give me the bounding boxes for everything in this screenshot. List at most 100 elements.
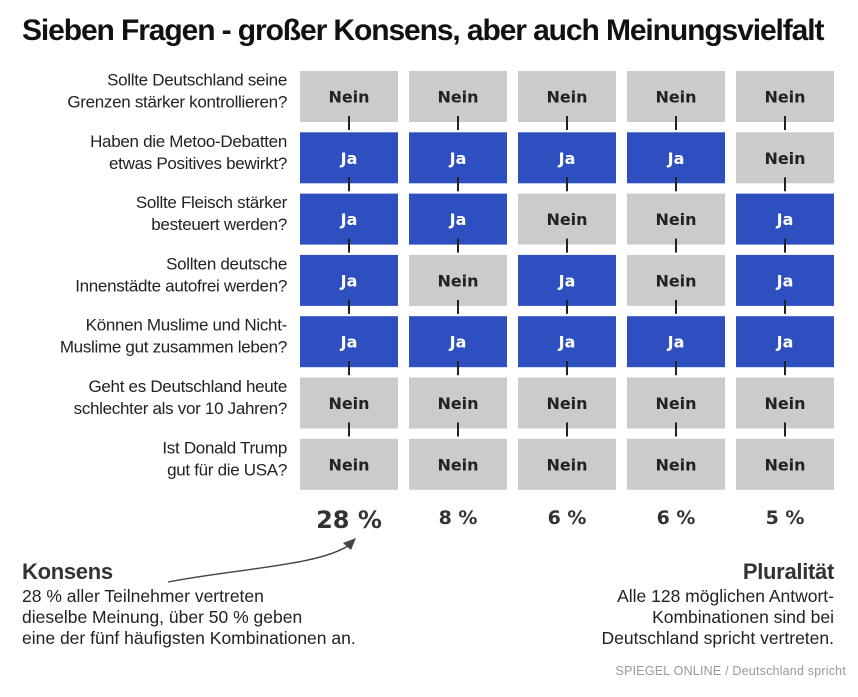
answer-label: Nein <box>655 394 696 413</box>
answer-label: Nein <box>764 455 805 474</box>
question-label: Haben die Metoo-Debatten etwas Positives … <box>90 132 287 173</box>
answer-cell-ja <box>409 316 507 368</box>
answer-label: Nein <box>655 210 696 229</box>
answer-label: Ja <box>776 333 794 352</box>
answer-cell-nein <box>300 71 398 122</box>
answer-cell-nein <box>736 71 834 122</box>
question-label-line: Können Muslime und Nicht- <box>86 316 287 335</box>
answer-cell-ja <box>736 193 834 245</box>
answer-label: Nein <box>764 149 805 168</box>
chart-title: Sieben Fragen - großer Konsens, aber auc… <box>22 14 824 47</box>
question-label: Geht es Deutschland heute schlechter als … <box>74 377 288 418</box>
answer-label: Nein <box>546 88 587 107</box>
answer-cell-ja <box>300 193 398 245</box>
answer-cell-nein <box>518 193 616 245</box>
plurality-text-line: Kombinationen sind bei <box>652 607 834 627</box>
answer-cell-ja <box>300 316 398 368</box>
question-label-line: Grenzen stärker kontrollieren? <box>67 93 287 112</box>
answer-cell-nein <box>409 254 507 306</box>
combination-share: 28 % <box>316 506 382 534</box>
consensus-arrow-line <box>167 543 352 583</box>
answer-label: Ja <box>340 333 358 352</box>
answer-cell-ja <box>736 254 834 306</box>
answer-label: Nein <box>546 455 587 474</box>
combination-share: 6 % <box>657 507 696 529</box>
answer-label: Ja <box>776 271 794 290</box>
question-label-line: Muslime gut zusammen leben? <box>60 338 287 357</box>
answer-label: Ja <box>558 271 576 290</box>
answer-cell-nein <box>409 71 507 122</box>
answer-cell-ja <box>627 316 725 368</box>
plurality-text-line: Alle 128 möglichen Antwort- <box>617 586 834 606</box>
answer-cell-nein <box>627 254 725 306</box>
consensus-text-line: eine der fünf häufigsten Kombinationen a… <box>22 628 356 648</box>
consensus-text: 28 % aller Teilnehmer vertreten dieselbe… <box>22 586 452 649</box>
answer-label: Nein <box>655 88 696 107</box>
answer-label: Nein <box>328 455 369 474</box>
answer-cell-nein <box>300 377 398 429</box>
answer-label: Nein <box>437 394 478 413</box>
combination-share: 6 % <box>548 507 587 529</box>
question-label: Sollten deutsche Innenstädte autofrei wer… <box>75 254 287 295</box>
question-label: Können Muslime und Nicht- Muslime gut zus… <box>60 316 287 357</box>
plurality-heading: Pluralität <box>742 559 834 584</box>
answer-label: Ja <box>449 333 467 352</box>
source-credit: SPIEGEL ONLINE / Deutschland spricht <box>615 664 846 678</box>
answer-label: Ja <box>558 149 576 168</box>
answer-label: Nein <box>437 455 478 474</box>
question-label-line: schlechter als vor 10 Jahren? <box>74 399 287 418</box>
plurality-text-line: Deutschland spricht vertreten. <box>601 628 834 648</box>
answer-cell-nein <box>627 193 725 245</box>
answer-label: Ja <box>667 333 685 352</box>
answer-cell-nein <box>627 377 725 429</box>
answer-label: Ja <box>340 271 358 290</box>
consensus-text-line: 28 % aller Teilnehmer vertreten <box>22 586 264 606</box>
answer-cell-nein <box>627 438 725 490</box>
answer-label: Ja <box>449 210 467 229</box>
answer-cell-nein <box>300 438 398 490</box>
answer-label: Ja <box>776 210 794 229</box>
answer-label: Nein <box>328 88 369 107</box>
answer-label: Nein <box>437 271 478 290</box>
question-label: Ist Donald Trump gut für die USA? <box>162 438 287 479</box>
answer-label: Ja <box>667 149 685 168</box>
answer-label: Nein <box>546 394 587 413</box>
answer-cell-nein <box>409 377 507 429</box>
answer-label: Ja <box>340 210 358 229</box>
answer-cell-ja <box>736 316 834 368</box>
answer-label: Nein <box>655 455 696 474</box>
answer-cell-nein <box>409 438 507 490</box>
answer-cell-nein <box>736 132 834 184</box>
answer-cell-ja <box>627 132 725 184</box>
answer-label: Ja <box>340 149 358 168</box>
answer-cell-nein <box>736 438 834 490</box>
question-label-line: Geht es Deutschland heute <box>88 377 287 396</box>
answer-cell-ja <box>300 132 398 184</box>
combination-share: 8 % <box>439 507 478 529</box>
answer-cell-ja <box>300 254 398 306</box>
answer-cell-nein <box>518 377 616 429</box>
question-label-line: Sollte Deutschland seine <box>107 71 287 90</box>
answer-cell-ja <box>518 254 616 306</box>
question-label-line: Ist Donald Trump <box>162 438 287 457</box>
answer-label: Nein <box>764 394 805 413</box>
answer-label: Nein <box>764 88 805 107</box>
question-label-line: etwas Positives bewirkt? <box>109 154 287 173</box>
question-label-line: Sollten deutsche <box>166 254 287 273</box>
question-label-line: gut für die USA? <box>167 460 287 479</box>
question-label-line: Haben die Metoo-Debatten <box>90 132 287 151</box>
question-label: Sollte Deutschland seine Grenzen stärker … <box>67 71 287 112</box>
consensus-heading: Konsens <box>22 559 113 584</box>
answer-label: Nein <box>328 394 369 413</box>
plurality-text: Alle 128 möglichen Antwort- Kombinatione… <box>544 586 834 649</box>
answer-label: Ja <box>558 333 576 352</box>
question-label: Sollte Fleisch stärker besteuert werden? <box>136 193 288 234</box>
answer-cell-nein <box>518 71 616 122</box>
answer-cell-ja <box>409 193 507 245</box>
answer-cell-nein <box>627 71 725 122</box>
combination-share: 5 % <box>766 507 805 529</box>
consensus-arrow-head <box>343 538 356 550</box>
question-label-line: besteuert werden? <box>151 215 287 234</box>
answer-cell-nein <box>736 377 834 429</box>
